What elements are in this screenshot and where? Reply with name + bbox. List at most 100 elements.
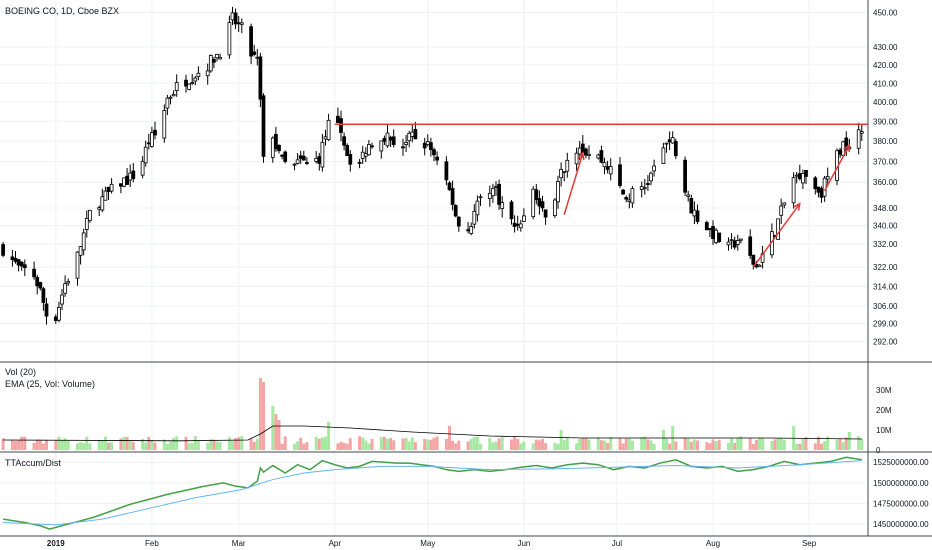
- price-tick-label: 420.00: [873, 61, 898, 70]
- candle-body: [122, 177, 126, 187]
- volume-bar: [252, 442, 256, 450]
- candle-body: [456, 216, 461, 227]
- volume-bar: [618, 438, 622, 450]
- volume-bar: [475, 436, 479, 450]
- volume-bar: [730, 438, 734, 450]
- volume-bar: [559, 430, 563, 450]
- volume-bar: [692, 439, 696, 450]
- candle-body: [689, 198, 694, 214]
- volume-bar: [835, 439, 839, 450]
- volume-bar: [175, 436, 179, 450]
- volume-bar: [751, 443, 755, 450]
- candle-body: [38, 281, 43, 289]
- volume-bar: [107, 442, 110, 450]
- volume-bar: [776, 438, 780, 450]
- candle-body: [450, 188, 455, 205]
- volume-bar: [125, 436, 129, 450]
- volume-bar: [63, 438, 67, 450]
- volume-bar: [324, 436, 327, 450]
- volume-tick-label: 10M: [876, 426, 892, 435]
- candle-body: [512, 222, 517, 227]
- volume-bar: [258, 378, 262, 450]
- trend-arrow: [752, 203, 801, 268]
- volume-bar: [147, 437, 151, 450]
- candle-body: [500, 202, 505, 209]
- candle-body: [565, 159, 570, 172]
- candle-body: [88, 209, 92, 221]
- candle-body: [642, 187, 647, 190]
- volume-bar: [153, 442, 157, 450]
- volume-bar: [128, 440, 132, 450]
- candle-body: [252, 51, 257, 55]
- candle-body: [577, 147, 582, 155]
- price-tick-label: 360.00: [873, 178, 898, 187]
- candle-body: [813, 177, 818, 190]
- volume-bar: [57, 436, 61, 450]
- volume-bar: [392, 440, 396, 450]
- volume-bar: [296, 441, 300, 450]
- candle-body: [357, 161, 362, 164]
- volume-bar: [35, 439, 39, 450]
- candle-body: [543, 209, 548, 218]
- candle-body: [292, 163, 297, 166]
- candle-body: [196, 72, 201, 77]
- x-tick-label: Mar: [232, 539, 246, 548]
- candle-body: [667, 139, 672, 143]
- volume-bar: [813, 443, 817, 450]
- price-tick-label: 400.00: [873, 98, 898, 107]
- volume-bar: [472, 437, 476, 450]
- volume-bar: [748, 437, 752, 450]
- volume-bar: [491, 442, 495, 450]
- volume-bar: [649, 440, 653, 450]
- candle-body: [146, 142, 151, 145]
- volume-bar: [494, 441, 498, 450]
- trend-arrow-head: [577, 151, 585, 161]
- price-chart-title: BOEING CO, 1D, Cboe BZX: [5, 6, 119, 16]
- candle-body: [491, 188, 495, 197]
- volume-bar: [770, 441, 774, 450]
- volume-bar: [696, 440, 699, 450]
- candle-body: [345, 144, 350, 157]
- price-tick-label: 410.00: [873, 79, 898, 88]
- volume-bar: [860, 439, 864, 450]
- candle-body: [580, 143, 585, 153]
- volume-bar: [88, 443, 92, 450]
- volume-bar: [844, 437, 848, 450]
- volume-bar: [497, 438, 501, 450]
- volume-bar: [531, 443, 535, 450]
- candle-body: [261, 95, 266, 157]
- volume-bar: [82, 442, 86, 450]
- volume-bar: [345, 443, 349, 450]
- candle-body: [748, 236, 753, 256]
- price-tick-label: 390.00: [873, 117, 898, 126]
- candle-body: [97, 207, 102, 210]
- volume-bar: [249, 438, 253, 450]
- candle-body: [215, 53, 219, 59]
- price-tick-label: 370.00: [873, 157, 898, 166]
- candle-body: [661, 147, 666, 164]
- volume-bar: [661, 430, 665, 450]
- volume-bar: [841, 442, 845, 450]
- price-tick-label: 332.00: [873, 240, 898, 249]
- price-tick-label: 299.00: [873, 320, 898, 329]
- candle-body: [212, 58, 216, 63]
- volume-bar: [826, 436, 830, 450]
- candle-body: [444, 161, 449, 181]
- volume-bar: [367, 443, 371, 450]
- volume-bar: [798, 443, 802, 450]
- candle-body: [44, 303, 49, 317]
- candle-body: [776, 218, 780, 240]
- volume-bar: [674, 441, 678, 450]
- volume-bar: [761, 438, 765, 450]
- volume-bar: [60, 439, 64, 450]
- candle-body: [301, 155, 306, 161]
- candle-body: [838, 149, 842, 155]
- volume-bar: [317, 438, 321, 450]
- volume-tick-label: 30M: [876, 386, 892, 395]
- volume-bar: [640, 437, 644, 450]
- candle-body: [686, 194, 691, 197]
- volume-bar: [801, 439, 805, 450]
- candle-body: [75, 251, 80, 279]
- x-tick-label: May: [420, 539, 435, 548]
- volume-bar: [320, 437, 324, 450]
